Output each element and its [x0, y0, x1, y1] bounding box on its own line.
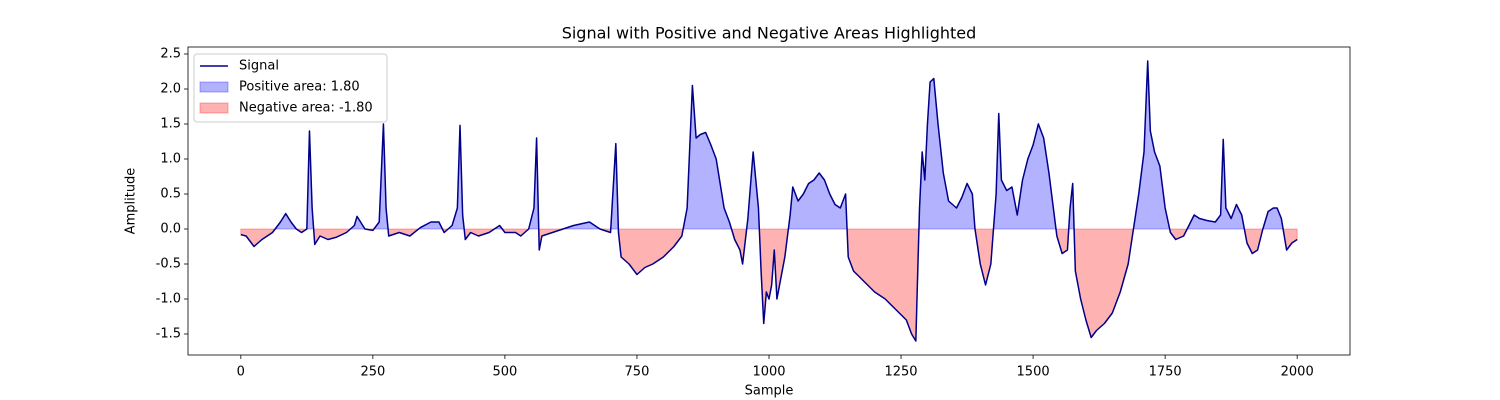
legend-label: Signal	[239, 59, 279, 74]
legend-swatch	[199, 81, 229, 93]
x-tick-label: 2000	[1281, 365, 1314, 380]
x-tick-label: 1500	[1017, 365, 1050, 380]
y-axis-label: Amplitude	[124, 168, 139, 235]
legend-label: Positive area: 1.80	[239, 80, 360, 95]
x-tick-label: 500	[492, 365, 517, 380]
legend-swatch	[199, 102, 229, 114]
x-tick-label: 250	[360, 365, 385, 380]
y-tick-label: 1.0	[160, 152, 181, 167]
chart-title: Signal with Positive and Negative Areas …	[562, 24, 977, 43]
y-tick-label: 0.0	[160, 222, 181, 237]
y-tick-label: 0.5	[160, 187, 181, 202]
x-axis-label: Sample	[745, 384, 794, 399]
x-tick-label: 750	[625, 365, 650, 380]
y-tick-label: -1.0	[156, 292, 181, 307]
x-tick-label: 0	[237, 365, 245, 380]
x-tick-label: 1750	[1149, 365, 1182, 380]
positive-area	[918, 77, 976, 230]
y-tick-label: 2.0	[160, 82, 181, 97]
y-tick-label: -1.5	[156, 327, 181, 342]
negative-area	[538, 228, 564, 251]
positive-area	[787, 172, 848, 230]
negative-area	[617, 228, 684, 276]
y-tick-label: 1.5	[160, 117, 181, 132]
positive-area	[274, 212, 298, 230]
signal-line	[240, 60, 1298, 342]
x-tick-label: 1000	[752, 365, 785, 380]
legend-label: Negative area: -1.80	[239, 101, 373, 116]
x-tick-label: 1250	[884, 365, 917, 380]
y-tick-label: -0.5	[156, 257, 181, 272]
negative-area	[1073, 228, 1135, 339]
y-tick-label: 2.5	[160, 47, 181, 62]
legend-box	[193, 53, 388, 123]
